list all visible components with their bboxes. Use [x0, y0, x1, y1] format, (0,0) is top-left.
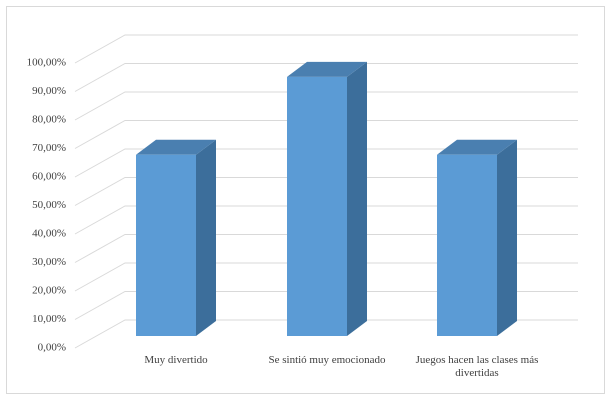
- grid-line: [74, 319, 578, 349]
- bar-top: [136, 139, 216, 155]
- x-tick-label: Se sintió muy emocionado: [268, 354, 386, 366]
- x-tick-label: Juegos hacen las clases más divertidas: [415, 354, 539, 379]
- grid-line: [74, 120, 578, 149]
- bar: [437, 154, 497, 336]
- y-tick-label: 70,00%: [32, 142, 66, 154]
- x-tick-label: Muy divertido: [144, 354, 208, 366]
- y-tick-label: 30,00%: [32, 256, 66, 268]
- y-tick-label: 50,00%: [32, 199, 66, 211]
- grid-line: [74, 148, 578, 178]
- grid-line: [74, 291, 578, 320]
- y-tick-label: 60,00%: [32, 171, 66, 183]
- grid-line: [74, 177, 578, 206]
- bar-side: [497, 139, 517, 336]
- chart-border: [6, 6, 605, 394]
- bar: [136, 154, 196, 336]
- y-tick-label: 0,00%: [38, 342, 66, 354]
- grid-line: [74, 91, 578, 121]
- bar-side: [196, 139, 216, 336]
- grid-line: [74, 262, 578, 292]
- bar-side: [347, 61, 367, 337]
- grid-line: [74, 234, 578, 263]
- grid-line: [74, 205, 578, 235]
- y-tick-label: 40,00%: [32, 228, 66, 240]
- y-tick-label: 90,00%: [32, 85, 66, 97]
- y-tick-label: 80,00%: [32, 114, 66, 126]
- grid-line: [74, 34, 578, 64]
- bar-top: [287, 61, 367, 77]
- bar-top: [437, 139, 517, 155]
- grid-line: [74, 63, 578, 92]
- bar: [287, 76, 347, 336]
- y-tick-label: 100,00%: [27, 57, 66, 69]
- y-tick-label: 20,00%: [32, 285, 66, 297]
- y-tick-label: 10,00%: [32, 313, 66, 325]
